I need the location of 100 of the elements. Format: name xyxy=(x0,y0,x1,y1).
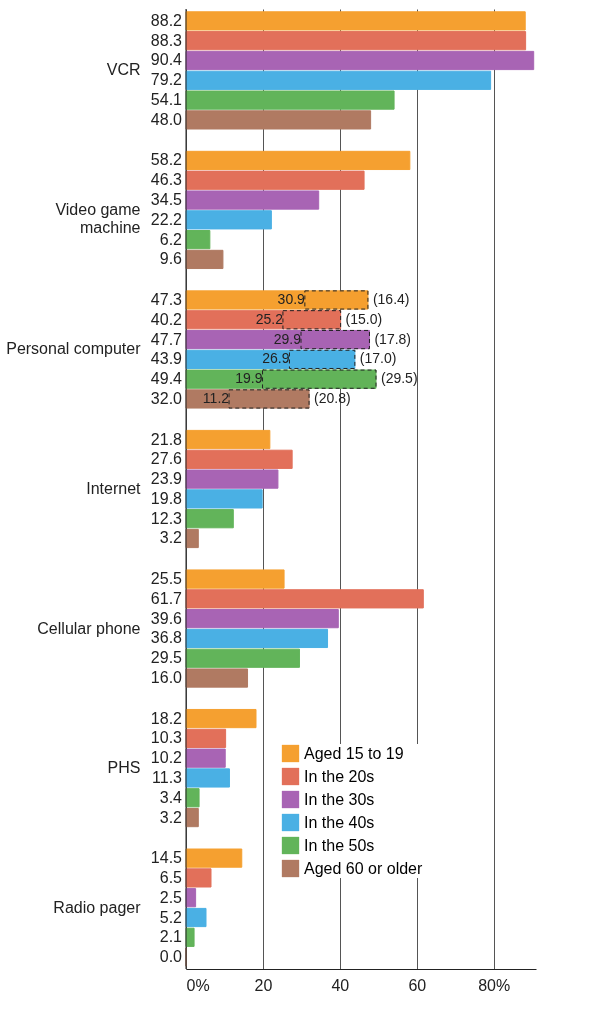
annotation: 26.9 xyxy=(262,350,290,367)
bar xyxy=(185,190,320,210)
data-label: 47.7 xyxy=(150,330,183,348)
legend-label: In the 50s xyxy=(304,836,375,854)
data-label: 2.5 xyxy=(159,888,183,906)
data-label: 21.8 xyxy=(150,430,183,448)
y-tick-label: Cellular phone xyxy=(37,619,141,637)
y-tick-label: PHS xyxy=(107,759,141,777)
bar xyxy=(300,329,370,350)
data-label: 54.1 xyxy=(150,91,183,109)
data-label: 32.0 xyxy=(150,389,183,407)
annotation: 11.2 xyxy=(202,389,230,406)
bar xyxy=(185,489,263,509)
bar xyxy=(185,329,370,350)
bar xyxy=(185,768,230,788)
data-label: (16.4) xyxy=(372,290,410,307)
bar xyxy=(185,668,249,688)
bar xyxy=(185,90,395,110)
bar xyxy=(185,110,372,130)
data-label: 58.2 xyxy=(150,151,183,169)
bar xyxy=(185,469,279,489)
data-label: 10.3 xyxy=(150,729,183,747)
annotation: 19.9 xyxy=(235,370,263,387)
data-label: 43.9 xyxy=(150,350,183,368)
data-label: 3.2 xyxy=(159,529,183,547)
data-label: 6.2 xyxy=(159,230,183,248)
annotation: 25.2 xyxy=(255,310,284,327)
data-label: 3.2 xyxy=(159,808,183,826)
data-label: 27.6 xyxy=(150,450,183,468)
bar xyxy=(185,728,227,748)
bar xyxy=(185,50,535,71)
data-label: 49.4 xyxy=(150,370,183,388)
legend-label: Aged 15 to 19 xyxy=(304,744,404,762)
bar xyxy=(185,170,365,190)
data-label: 3.4 xyxy=(159,788,183,806)
bar xyxy=(185,509,234,529)
data-label: (17.8) xyxy=(374,330,412,347)
bar xyxy=(185,907,207,928)
annotation: 30.9 xyxy=(277,290,306,307)
bar xyxy=(185,389,310,409)
data-label: 22.2 xyxy=(150,210,183,228)
bar xyxy=(185,230,211,250)
data-label: 29.5 xyxy=(150,649,183,667)
data-label: 25.5 xyxy=(150,570,183,588)
data-label: 46.3 xyxy=(150,171,183,189)
legend-label: In the 40s xyxy=(304,813,375,831)
data-label: 61.7 xyxy=(150,589,183,607)
bar xyxy=(185,648,300,668)
bar xyxy=(185,429,271,450)
bar xyxy=(185,349,356,369)
data-label: (15.0) xyxy=(345,310,383,327)
bar xyxy=(185,589,424,609)
bar xyxy=(185,788,200,808)
y-tick-label: Radio pager xyxy=(53,898,142,916)
bar xyxy=(185,290,369,310)
legend-label: Aged 60 or older xyxy=(304,859,423,877)
bar xyxy=(185,628,329,649)
data-label: 19.8 xyxy=(150,489,183,507)
data-label: 2.1 xyxy=(159,928,183,946)
x-tick-label: 0% xyxy=(186,976,210,994)
bar xyxy=(185,609,339,629)
data-label: (29.5) xyxy=(381,370,418,387)
data-label: 14.5 xyxy=(150,849,183,867)
data-label: 36.8 xyxy=(150,629,183,647)
bar xyxy=(185,31,527,51)
data-label: 0.0 xyxy=(159,948,183,966)
y-tick-label: Internet xyxy=(86,480,142,497)
bar xyxy=(185,249,224,270)
data-label: (17.0) xyxy=(359,350,397,367)
bar xyxy=(185,848,243,868)
data-label: 79.2 xyxy=(150,71,183,89)
bar xyxy=(185,210,272,230)
y-tick-label: Personal computer xyxy=(6,340,142,358)
x-tick-label: 20 xyxy=(254,976,273,994)
y-tick-label: VCR xyxy=(106,61,141,79)
data-label: 90.4 xyxy=(150,51,183,69)
data-label: 40.2 xyxy=(150,310,183,328)
bar xyxy=(185,868,212,888)
annotation: 29.9 xyxy=(273,330,302,347)
data-label: 88.2 xyxy=(150,11,183,29)
data-label: 5.2 xyxy=(159,908,183,926)
bar xyxy=(185,369,377,389)
bar xyxy=(185,70,492,90)
bar xyxy=(228,389,310,409)
legend-label: In the 30s xyxy=(304,790,375,808)
bar xyxy=(288,349,356,369)
data-label: 23.9 xyxy=(150,470,183,488)
bar xyxy=(262,369,377,389)
y-tick-label: Video game machine xyxy=(55,200,141,236)
data-label: 6.5 xyxy=(159,868,183,886)
data-label: 9.6 xyxy=(159,250,183,268)
bar xyxy=(185,748,226,768)
x-tick-label: 80% xyxy=(478,976,511,994)
data-label: 48.0 xyxy=(150,110,183,128)
bar xyxy=(185,708,257,729)
data-label: 88.3 xyxy=(150,31,183,49)
data-label: 10.2 xyxy=(150,749,183,767)
bar xyxy=(282,310,342,330)
bar xyxy=(185,150,411,171)
data-label: 16.0 xyxy=(150,669,183,687)
